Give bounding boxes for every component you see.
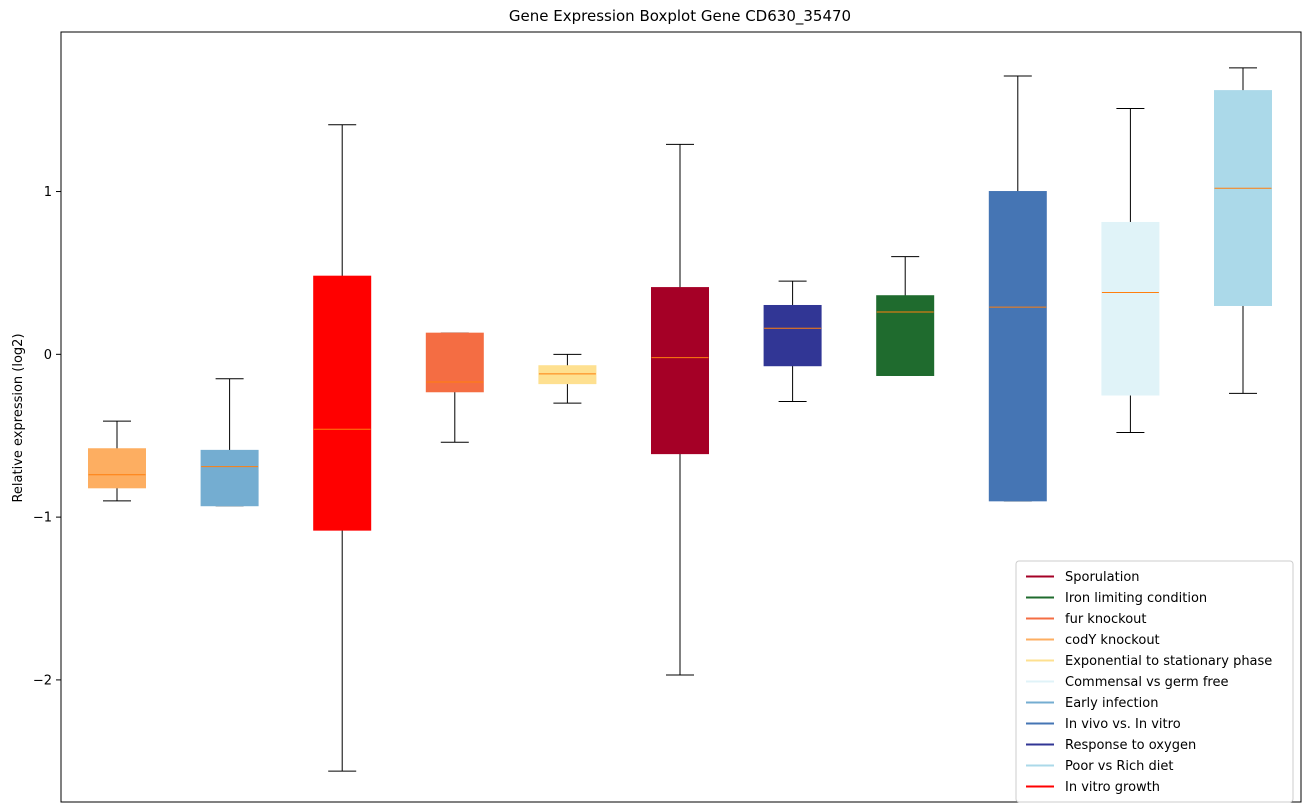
legend-label: codY knockout: [1065, 633, 1160, 648]
box-body: [1101, 221, 1160, 396]
box-body: [763, 304, 822, 367]
legend-label: Iron limiting condition: [1065, 591, 1207, 606]
legend-label: Commensal vs germ free: [1065, 675, 1228, 690]
box-body: [876, 295, 935, 376]
box-group: [988, 75, 1047, 502]
legend-label: Early infection: [1065, 696, 1158, 711]
box-group: [88, 420, 146, 502]
plot-area: −2 −1 0 1: [33, 31, 1302, 803]
y-axis-label: Relative expression (log2): [11, 333, 26, 502]
legend-label: In vivo vs. In vitro: [1065, 717, 1181, 732]
box-group: [1101, 108, 1160, 433]
box-group: [313, 124, 372, 772]
plot-frame: [60, 31, 1302, 803]
box-group: [200, 378, 259, 507]
box-group: [425, 332, 484, 443]
box-body: [313, 275, 372, 531]
legend-label: Poor vs Rich diet: [1065, 759, 1173, 774]
box-body: [200, 449, 259, 507]
legend-label: Sporulation: [1065, 570, 1140, 585]
legend: Sporulation Iron limiting condition fur kn…: [1015, 560, 1294, 803]
legend-frame: [1015, 560, 1294, 803]
box-body: [1214, 90, 1272, 306]
box-group: [538, 353, 597, 404]
y-tick-label: 0: [44, 348, 52, 363]
box-body: [425, 332, 484, 393]
box-group: [651, 143, 709, 676]
legend-label: Exponential to stationary phase: [1065, 654, 1272, 669]
chart-title: Gene Expression Boxplot Gene CD630_35470: [509, 7, 851, 26]
y-tick-label: 1: [44, 185, 52, 200]
box-group: [876, 256, 935, 376]
box-group: [763, 280, 822, 403]
legend-label: fur knockout: [1065, 612, 1147, 627]
legend-label: In vitro growth: [1065, 780, 1160, 795]
y-tick-label: −1: [33, 511, 52, 526]
box-body: [88, 448, 146, 489]
box-body: [988, 191, 1047, 502]
box-body: [651, 287, 709, 455]
legend-label: Response to oxygen: [1065, 738, 1196, 753]
box-group: [1214, 67, 1272, 394]
box-body: [538, 365, 597, 385]
y-tick-label: −2: [33, 673, 52, 688]
